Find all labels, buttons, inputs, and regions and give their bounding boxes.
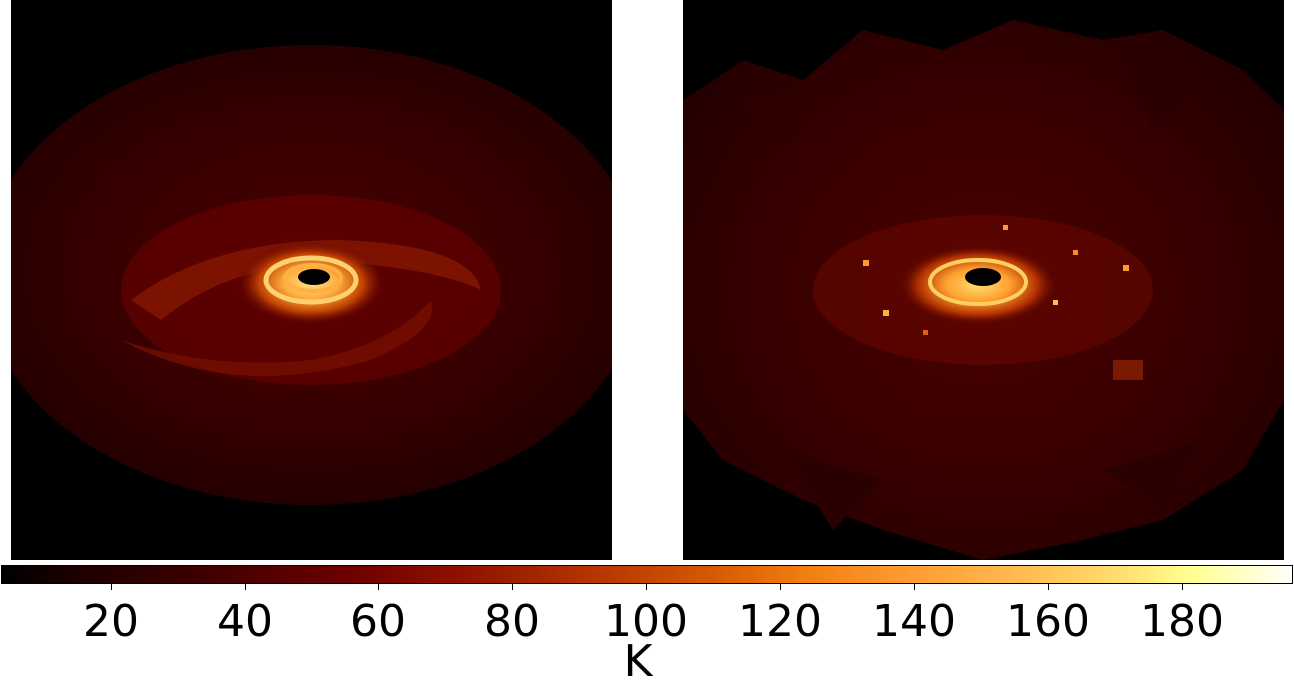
colorbar-tick-label: 80 bbox=[484, 596, 540, 647]
colorbar-tick bbox=[512, 584, 513, 590]
colorbar-tick-label: 40 bbox=[217, 596, 273, 647]
colorbar-tick bbox=[378, 584, 379, 590]
colorbar-tick bbox=[646, 584, 647, 590]
colorbar bbox=[1, 565, 1293, 584]
colorbar-ticks: 20 40 60 80 100 120 140 160 180 bbox=[0, 584, 1294, 644]
colorbar-tick bbox=[1182, 584, 1183, 590]
colorbar-tick bbox=[1048, 584, 1049, 590]
colorbar-tick-label: 20 bbox=[83, 596, 139, 647]
colorbar-tick-label: 60 bbox=[350, 596, 406, 647]
colorbar-tick-label: 160 bbox=[1006, 596, 1090, 647]
colorbar-tick bbox=[245, 584, 246, 590]
colorbar-tick-label: 180 bbox=[1140, 596, 1224, 647]
colorbar-tick-label: 120 bbox=[738, 596, 822, 647]
colorbar-tick bbox=[111, 584, 112, 590]
colorbar-unit-label: K bbox=[623, 636, 653, 687]
colorbar-tick-label: 100 bbox=[604, 596, 688, 647]
colorbar-tick bbox=[914, 584, 915, 590]
colorbar-tick-label: 140 bbox=[872, 596, 956, 647]
left-disk-image bbox=[11, 0, 612, 560]
colorbar-tick bbox=[780, 584, 781, 590]
right-disk-image bbox=[683, 0, 1284, 560]
